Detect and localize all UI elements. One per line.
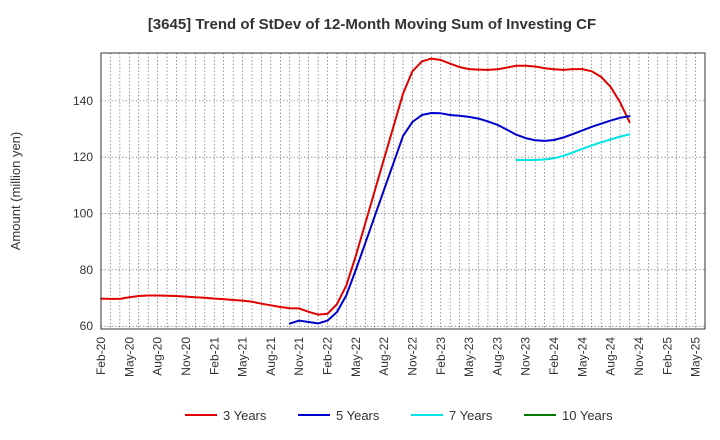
x-tick-label: Feb-20	[94, 337, 108, 375]
x-tick-label: May-25	[689, 337, 703, 377]
legend-label-3-years: 3 Years	[223, 408, 267, 423]
x-tick-label: Aug-21	[264, 337, 278, 376]
x-tick-label: Aug-22	[377, 337, 391, 376]
x-tick-label: Nov-21	[292, 337, 306, 376]
x-tick-label: Feb-22	[321, 337, 335, 375]
x-tick-label: Aug-23	[490, 337, 504, 376]
legend: 3 Years 5 Years 7 Years 10 Years	[185, 408, 613, 423]
x-tick-label: May-22	[349, 337, 363, 377]
x-tick-label: Feb-21	[207, 337, 221, 375]
x-tick-label: Feb-24	[547, 337, 561, 375]
x-tick-label: Nov-23	[519, 337, 533, 376]
y-tick-label: 140	[73, 94, 93, 108]
y-tick-label: 60	[80, 319, 94, 333]
series-line-3-years	[100, 57, 631, 316]
x-tick-label: Nov-24	[632, 337, 646, 376]
series-line-7-years	[515, 133, 631, 161]
series-layer	[100, 57, 631, 325]
x-tick-label: May-21	[236, 337, 250, 377]
x-tick-label: May-24	[575, 337, 589, 377]
legend-label-7-years: 7 Years	[449, 408, 493, 423]
y-tick-label: 100	[73, 207, 93, 221]
y-tick-label: 80	[80, 263, 94, 277]
legend-label-5-years: 5 Years	[336, 408, 380, 423]
x-tick-label: May-20	[122, 337, 136, 377]
series-line-5-years	[288, 112, 631, 325]
x-tick-label: May-23	[462, 337, 476, 377]
x-tick-label: Nov-22	[405, 337, 419, 376]
x-tick-label: Aug-20	[151, 337, 165, 376]
plot-border	[100, 52, 706, 330]
x-axis: Feb-20 May-20 Aug-20 Nov-20 Feb-21 May-21 Aug-…	[94, 337, 703, 377]
x-tick-label: Nov-20	[179, 337, 193, 376]
x-tick-label: Feb-25	[660, 337, 674, 375]
x-tick-label: Aug-24	[604, 337, 618, 376]
y-axis-label: Amount (million yen)	[8, 132, 23, 251]
y-axis: 60 80 100 120 140	[73, 94, 93, 333]
legend-label-10-years: 10 Years	[562, 408, 613, 423]
chart-title: [3645] Trend of StDev of 12-Month Moving…	[148, 16, 596, 33]
y-tick-label: 120	[73, 150, 93, 164]
x-tick-label: Feb-23	[434, 337, 448, 375]
